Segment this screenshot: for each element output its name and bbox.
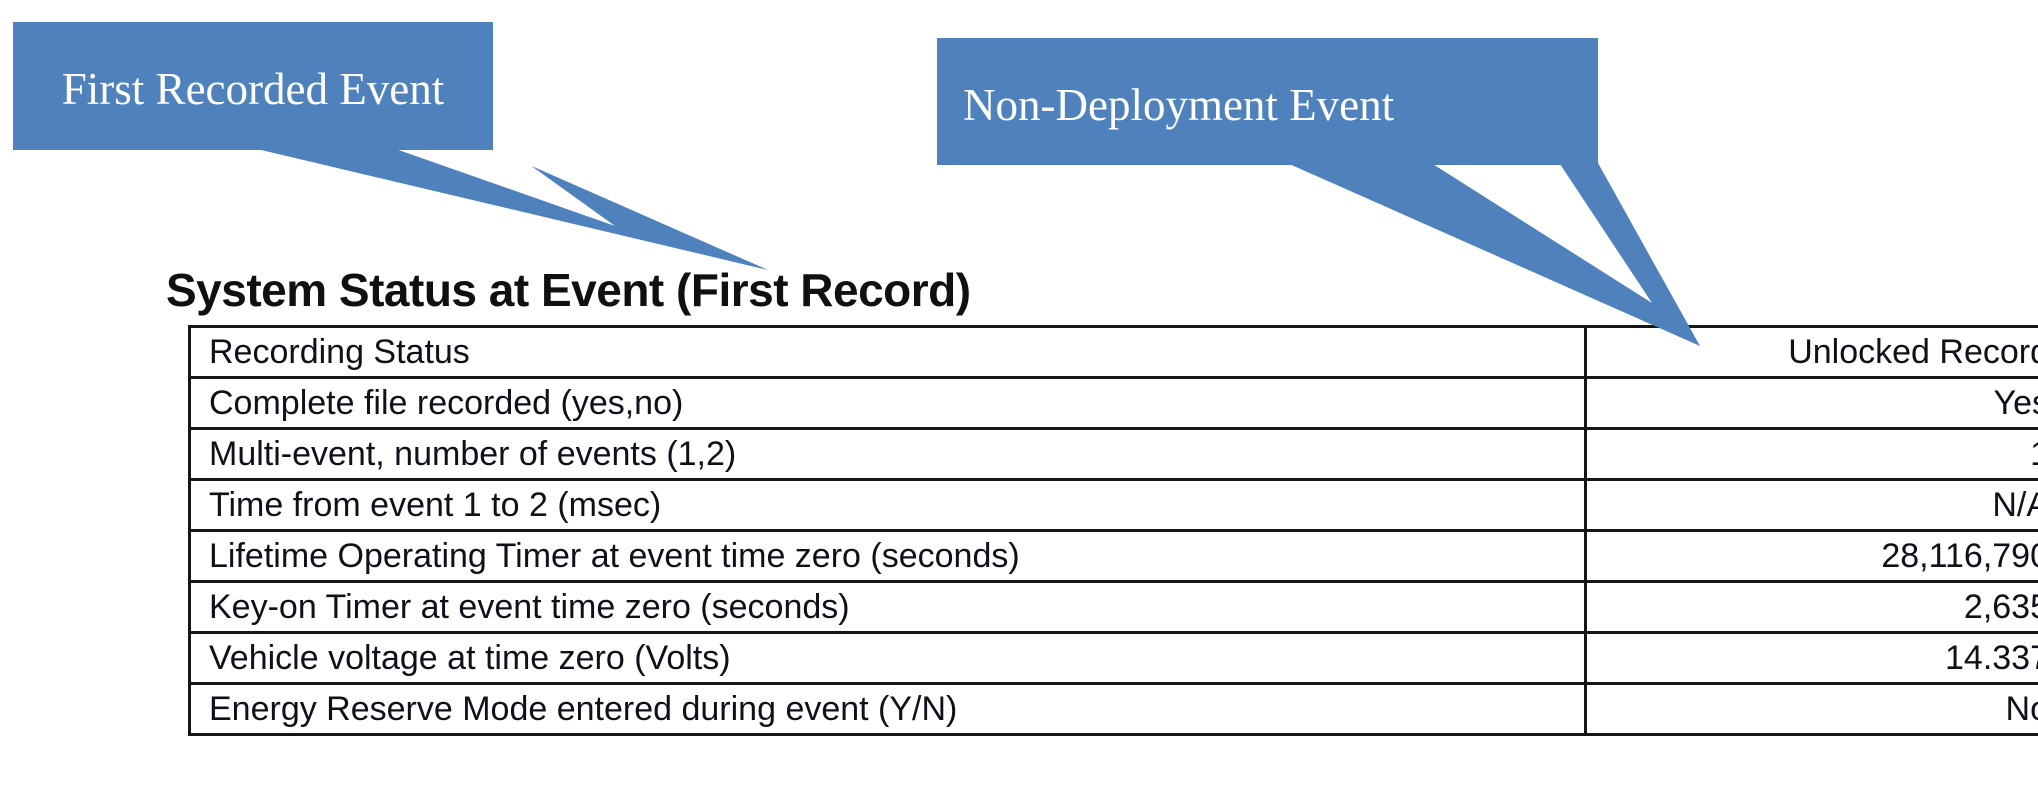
callout-first-recorded-event-label: First Recorded Event xyxy=(61,64,445,114)
row-value: Unlocked Record xyxy=(1584,325,2038,379)
non-deployment-callout-tail xyxy=(1287,163,1700,346)
row-value: 28,116,790 xyxy=(1584,529,2038,583)
section-heading: System Status at Event (First Record) xyxy=(166,264,971,316)
table-row: Energy Reserve Mode entered during event… xyxy=(188,682,2038,736)
callout-non-deployment-event-label: Non-Deployment Event xyxy=(963,79,1395,130)
table-row: Complete file recorded (yes,no) Yes xyxy=(188,376,2038,430)
table-row: Lifetime Operating Timer at event time z… xyxy=(188,529,2038,583)
row-value: No xyxy=(1584,682,2038,736)
row-label: Key-on Timer at event time zero (seconds… xyxy=(188,580,1587,634)
table-row: Time from event 1 to 2 (msec) N/A xyxy=(188,478,2038,532)
row-label: Vehicle voltage at time zero (Volts) xyxy=(188,631,1587,685)
row-label: Energy Reserve Mode entered during event… xyxy=(188,682,1587,736)
row-label: Multi-event, number of events (1,2) xyxy=(188,427,1587,481)
row-value: 14.337 xyxy=(1584,631,2038,685)
table-row: Recording Status Unlocked Record xyxy=(188,325,2038,379)
row-label: Complete file recorded (yes,no) xyxy=(188,376,1587,430)
first-callout-tail-notch xyxy=(390,147,615,226)
table-row: Key-on Timer at event time zero (seconds… xyxy=(188,580,2038,634)
table-row: Vehicle voltage at time zero (Volts) 14.… xyxy=(188,631,2038,685)
row-value: Yes xyxy=(1584,376,2038,430)
callout-non-deployment-event: Non-Deployment Event xyxy=(937,38,1598,165)
first-callout-tail xyxy=(257,149,768,270)
row-label: Recording Status xyxy=(188,325,1587,379)
table-row: Multi-event, number of events (1,2) 1 xyxy=(188,427,2038,481)
row-label: Time from event 1 to 2 (msec) xyxy=(188,478,1587,532)
non-deployment-callout-tail-notch xyxy=(1428,161,1652,303)
row-label: Lifetime Operating Timer at event time z… xyxy=(188,529,1587,583)
row-value: N/A xyxy=(1584,478,2038,532)
system-status-table: Recording Status Unlocked Record Complet… xyxy=(188,325,2038,736)
callout-first-recorded-event: First Recorded Event xyxy=(13,22,493,150)
row-value: 1 xyxy=(1584,427,2038,481)
row-value: 2,635 xyxy=(1584,580,2038,634)
